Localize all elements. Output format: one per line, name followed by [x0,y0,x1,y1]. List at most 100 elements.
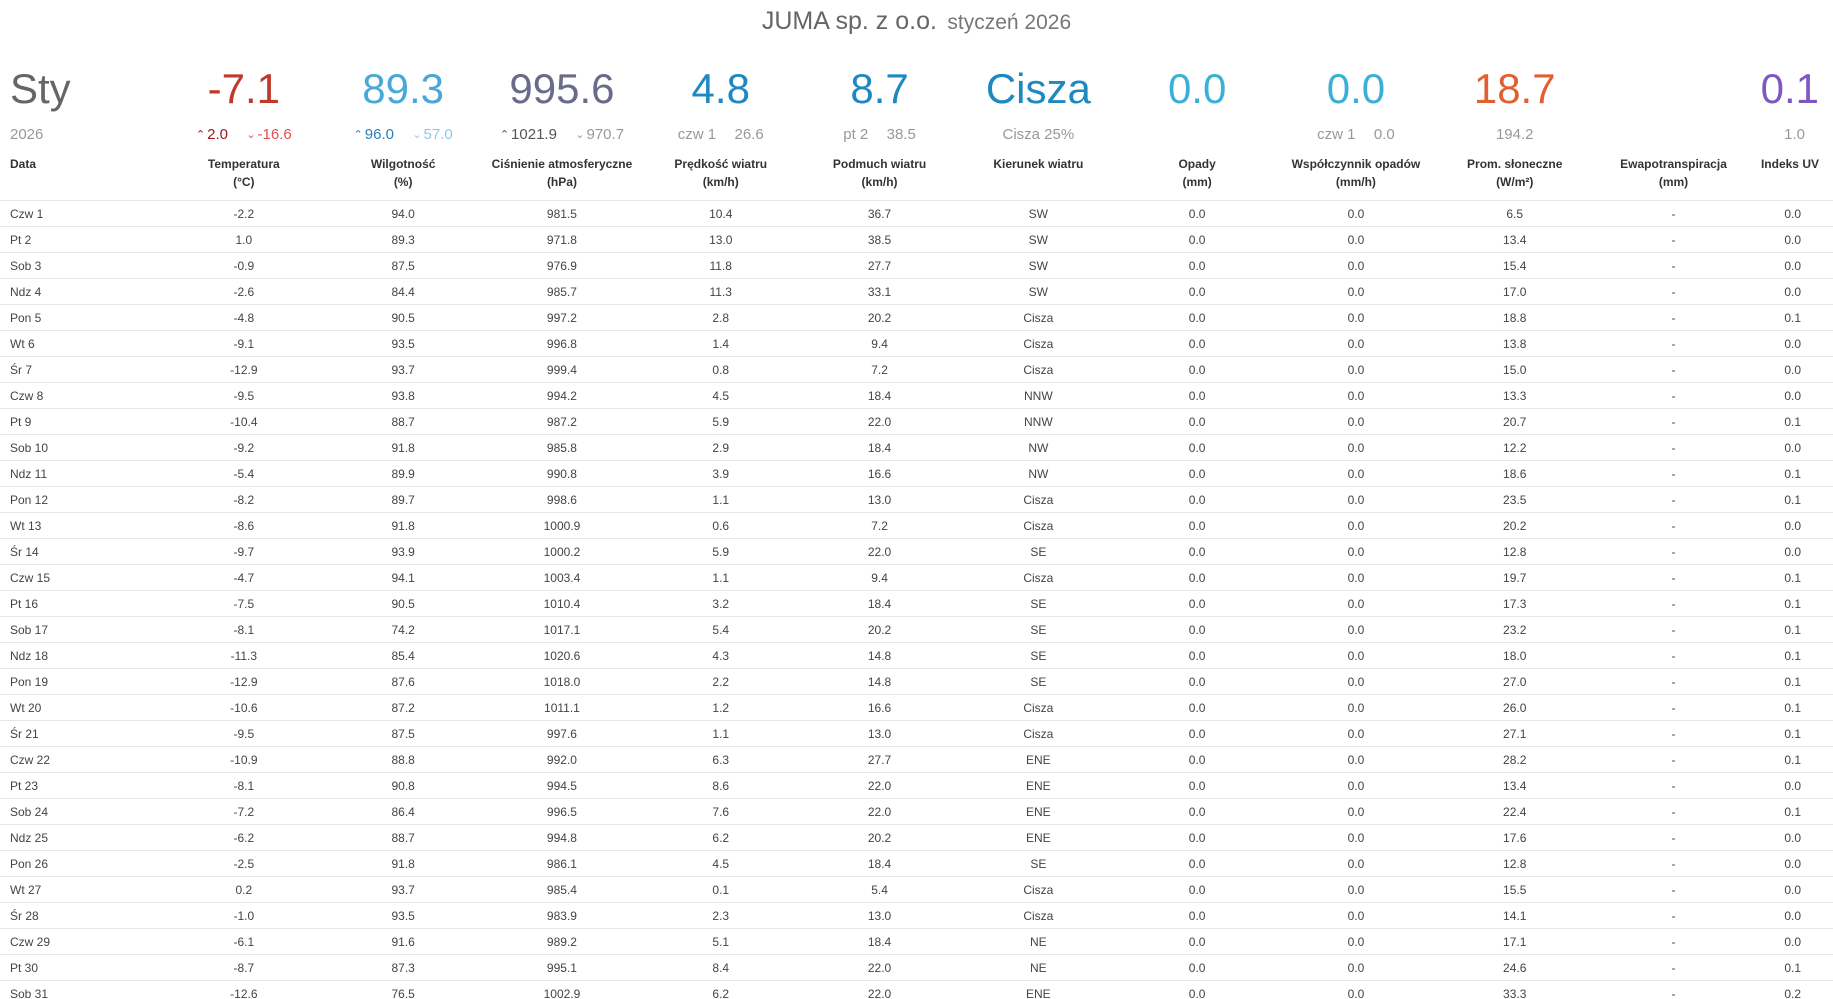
cell-wind-gust: 22.0 [800,772,959,799]
cell-temperature: -9.5 [163,720,324,747]
cell-wind-speed: 1.1 [641,720,801,747]
cell-date: Wt 6 [0,330,164,357]
summary-wind-direction: Cisza [985,65,1091,112]
cell-rain: 0.0 [1117,564,1277,591]
cell-wind-speed: 0.6 [641,512,801,539]
cell-humidity: 76.5 [323,980,483,999]
cell-solar: 12.8 [1435,538,1595,565]
cell-wind-speed: 11.8 [641,252,801,279]
cell-pressure: 976.9 [482,252,642,279]
cell-rain: 0.0 [1117,694,1277,721]
cell-evapotranspiration: - [1594,850,1753,877]
cell-wind-direction: Cisza [958,564,1118,591]
cell-wind-speed: 6.2 [641,980,801,999]
wind-gust-max-day: pt 2 [843,125,869,143]
cell-humidity: 88.8 [323,746,483,773]
cell-wind-gust: 38.5 [800,226,959,253]
cell-wind-gust: 13.0 [800,720,959,747]
cell-wind-speed: 1.1 [641,486,801,513]
table-row: Ndz 18 -11.3 85.4 1020.6 4.3 14.8 SE 0.0 0.0 18.0… [0,642,1833,669]
cell-rain: 0.0 [1117,252,1277,279]
summary-details-row: 2026 ⌃ 2.0 ⌄ -16.6 ⌃ 96.0 ⌄ 57 [0,118,1833,150]
cell-solar: 13.4 [1435,772,1595,799]
cell-pressure: 985.8 [482,434,642,461]
cell-humidity: 88.7 [323,824,483,851]
cell-wind-gust: 13.0 [800,902,959,929]
cell-rain-rate: 0.0 [1276,616,1436,643]
cell-rain-rate: 0.0 [1276,902,1436,929]
header-date: Data [10,157,37,171]
cell-wind-speed: 11.3 [641,278,801,305]
cell-date: Pt 23 [0,772,164,799]
cell-rain-rate: 0.0 [1276,434,1436,461]
cell-evapotranspiration: - [1594,512,1753,539]
cell-rain-rate: 0.0 [1276,356,1436,383]
cell-uv: 0.0 [1752,382,1833,409]
monthly-report-table: Sty -7.1 89.3 995.6 4.8 8.7 Cisza 0.0 0.… [0,40,1833,999]
header-wind-speed: Prędkość wiatru (km/h) [674,157,768,189]
cell-rain: 0.0 [1117,382,1277,409]
table-row: Ndz 4 -2.6 84.4 985.7 11.3 33.1 SW 0.0 0.0 17.0-0… [0,278,1833,305]
cell-pressure: 1003.4 [482,564,642,591]
cell-humidity: 86.4 [323,798,483,825]
cell-rain-rate: 0.0 [1276,928,1436,955]
cell-wind-speed: 2.8 [641,304,801,331]
cell-wind-speed: 1.2 [641,694,801,721]
cell-rain-rate: 0.0 [1276,512,1436,539]
cell-solar: 23.5 [1435,486,1595,513]
cell-rain: 0.0 [1117,980,1277,999]
table-row: Pt 30 -8.7 87.3 995.1 8.4 22.0 NE 0.0 0.0 24.6-0.… [0,954,1833,981]
table-row: Ndz 11 -5.4 89.9 990.8 3.9 16.6 NW 0.0 0.0 18.6-0… [0,460,1833,487]
cell-wind-gust: 22.0 [800,538,959,565]
cell-wind-gust: 18.4 [800,850,959,877]
cell-wind-direction: SW [958,278,1118,305]
arrow-down-icon: ⌄ [575,128,585,141]
cell-uv: 0.0 [1752,356,1833,383]
cell-pressure: 971.8 [482,226,642,253]
table-row: Sob 31 -12.6 76.5 1002.9 6.2 22.0 ENE 0.0 0.0 33.… [0,980,1833,999]
cell-rain-rate: 0.0 [1276,252,1436,279]
table-row: Ndz 25 -6.2 88.7 994.8 6.2 20.2 ENE 0.0 0.0 17.6-… [0,824,1833,851]
cell-evapotranspiration: - [1594,668,1753,695]
cell-solar: 15.5 [1435,876,1595,903]
cell-evapotranspiration: - [1594,564,1753,591]
cell-evapotranspiration: - [1594,928,1753,955]
cell-uv: 0.0 [1752,538,1833,565]
cell-wind-speed: 3.2 [641,590,801,617]
cell-evapotranspiration: - [1594,798,1753,825]
cell-temperature: -7.2 [163,798,324,825]
cell-rain: 0.0 [1117,954,1277,981]
cell-wind-speed: 5.9 [641,408,801,435]
header-rain-rate: Współczynnik opadów (mm/h) [1291,157,1421,189]
cell-humidity: 87.6 [323,668,483,695]
cell-wind-gust: 27.7 [800,252,959,279]
cell-solar: 13.3 [1435,382,1595,409]
cell-uv: 0.0 [1752,200,1833,227]
cell-temperature: -9.5 [163,382,324,409]
cell-wind-speed: 8.6 [641,772,801,799]
cell-evapotranspiration: - [1594,252,1753,279]
cell-evapotranspiration: - [1594,642,1753,669]
cell-wind-direction: Cisza [958,902,1118,929]
cell-solar: 23.2 [1435,616,1595,643]
cell-evapotranspiration: - [1594,746,1753,773]
cell-date: Pon 5 [0,304,164,331]
cell-evapotranspiration: - [1594,486,1753,513]
cell-temperature: -11.3 [163,642,324,669]
summary-year: 2026 [10,125,44,143]
cell-date: Czw 29 [0,928,164,955]
cell-pressure: 1000.2 [482,538,642,565]
cell-humidity: 93.8 [323,382,483,409]
cell-rain: 0.0 [1117,798,1277,825]
cell-uv: 0.1 [1752,798,1833,825]
cell-date: Pon 19 [0,668,164,695]
cell-temperature: -12.6 [163,980,324,999]
summary-wind-direction-share: Cisza 25% [1002,125,1075,143]
cell-solar: 15.0 [1435,356,1595,383]
cell-solar: 20.7 [1435,408,1595,435]
summary-uv: 0.1 [1760,65,1819,112]
summary-values-row: Sty -7.1 89.3 995.6 4.8 8.7 Cisza 0.0 0.… [0,40,1833,118]
cell-wind-gust: 20.2 [800,824,959,851]
cell-wind-direction: NNW [958,382,1118,409]
cell-wind-speed: 7.6 [641,798,801,825]
